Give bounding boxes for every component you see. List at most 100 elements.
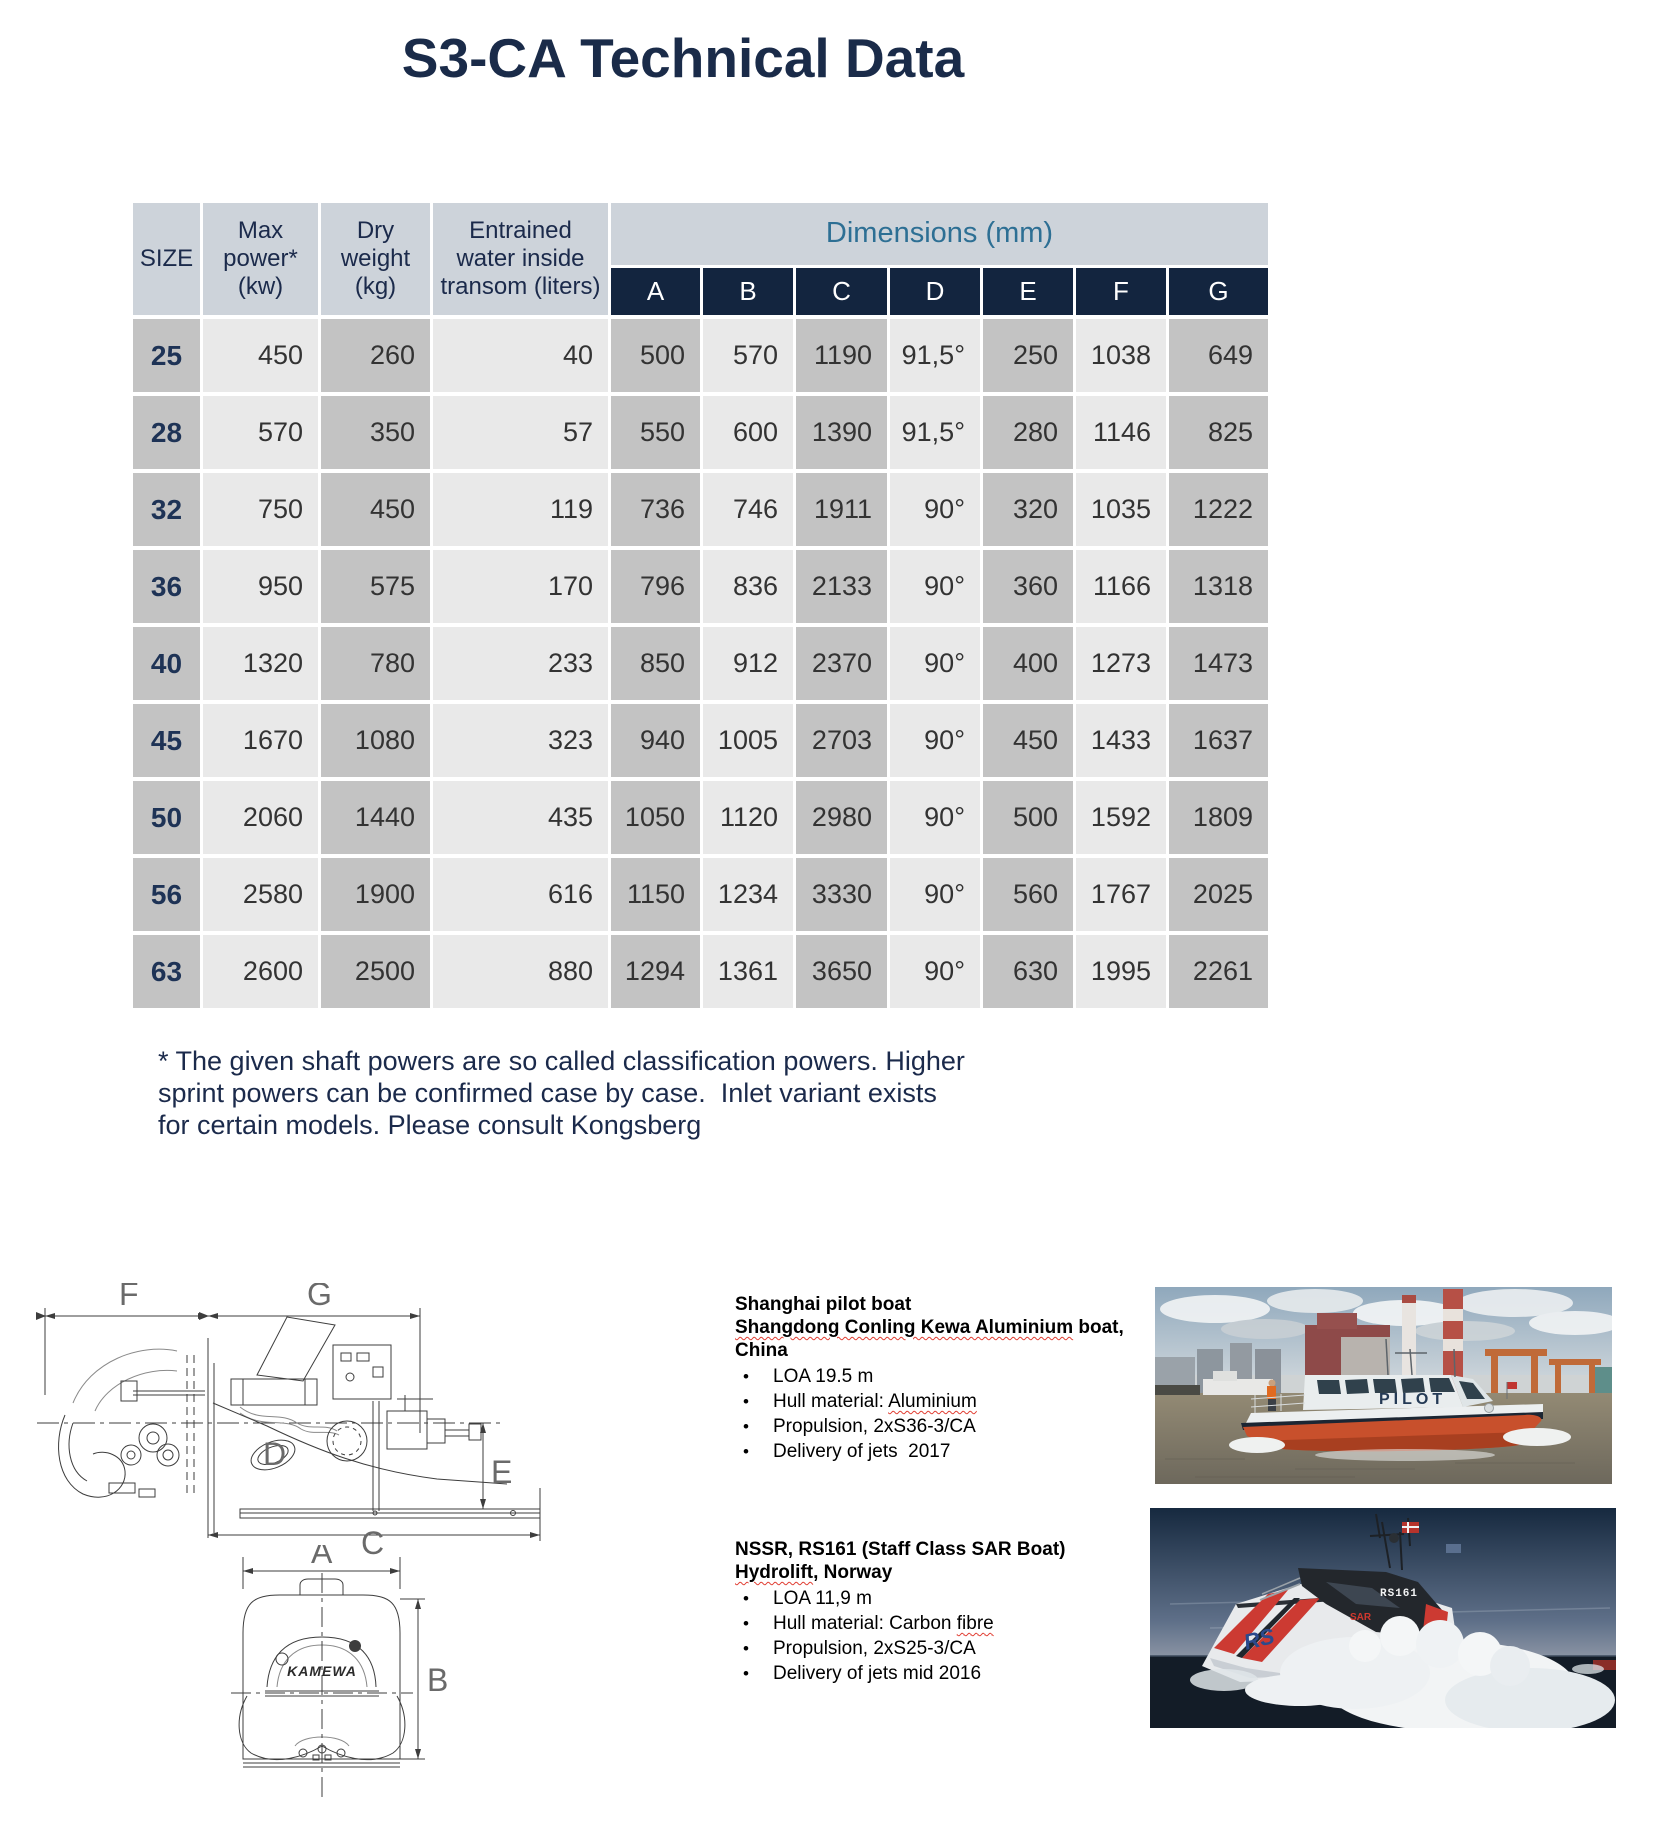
- radar-dome: [1389, 1533, 1399, 1543]
- bullet-text: Hull material: Carbon: [773, 1613, 957, 1634]
- cell-dim-d: 90°: [890, 704, 980, 777]
- table-row: 25 450 260 40 500 570 1190 91,5° 250 1038 649: [133, 319, 1268, 392]
- lifebuoy: [1484, 1403, 1494, 1413]
- gantry-cranes: [1485, 1349, 1601, 1395]
- rs161-text: RS161: [1380, 1588, 1418, 1600]
- deck-railing: [1250, 1394, 1306, 1413]
- dim-label-g: G: [307, 1283, 332, 1312]
- bullet-text: Hull material:: [773, 1391, 889, 1412]
- table-row: 36 950 575 170 796 836 2133 90° 360 1166 1318: [133, 550, 1268, 623]
- bullet-text: LOA 11,9 m: [773, 1588, 872, 1609]
- bullet-text-underlined: fibre: [956, 1613, 994, 1634]
- cell-dim-c: 2703: [796, 704, 887, 777]
- bullet-icon: •: [743, 1442, 749, 1461]
- cell-max-power: 950: [203, 550, 318, 623]
- cell-max-power: 1670: [203, 704, 318, 777]
- cell-dim-b: 570: [703, 319, 793, 392]
- cell-dim-f: 1995: [1076, 935, 1166, 1008]
- cell-dim-f: 1273: [1076, 627, 1166, 700]
- cell-dim-a: 796: [611, 550, 700, 623]
- cell-dim-g: 825: [1169, 396, 1268, 469]
- mast-and-antennas: [1385, 1338, 1456, 1378]
- cell-dry-weight: 1900: [321, 858, 430, 931]
- cell-entrained: 57: [433, 396, 608, 469]
- cell-max-power: 2580: [203, 858, 318, 931]
- cell-size: 32: [133, 473, 200, 546]
- windshield: [1326, 1582, 1400, 1608]
- cell-dim-b: 1234: [703, 858, 793, 931]
- bullet-icon: •: [743, 1417, 749, 1436]
- cell-dim-e: 400: [983, 627, 1073, 700]
- bullet-item: • Delivery of jets mid 2016: [735, 1662, 1155, 1685]
- cell-entrained: 880: [433, 935, 608, 1008]
- cell-entrained: 170: [433, 550, 608, 623]
- cell-dim-b: 1361: [703, 935, 793, 1008]
- page-title: S3-CA Technical Data: [401, 27, 965, 89]
- cell-dim-e: 280: [983, 396, 1073, 469]
- dim-label-b: B: [427, 1662, 448, 1698]
- dim-label-c: C: [361, 1525, 384, 1555]
- cell-dim-g: 2025: [1169, 858, 1268, 931]
- cell-dim-g: 2261: [1169, 935, 1268, 1008]
- bullet-item: • Hull material: Carbon fibre: [735, 1612, 1155, 1635]
- cell-entrained: 323: [433, 704, 608, 777]
- table-row: 56 2580 1900 616 1150 1234 3330 90° 560 1767 2025: [133, 858, 1268, 931]
- cell-dim-f: 1146: [1076, 396, 1166, 469]
- header-dim-g: G: [1169, 268, 1268, 315]
- bullet-text: Propulsion, 2xS25-3/CA: [773, 1638, 976, 1659]
- pilot-text: PILOT: [1379, 1391, 1446, 1408]
- table-row: 28 570 350 57 550 600 1390 91,5° 280 1146 825: [133, 396, 1268, 469]
- cell-entrained: 435: [433, 781, 608, 854]
- cell-max-power: 750: [203, 473, 318, 546]
- header-max-power: Max power* (kw): [203, 203, 318, 315]
- header-dimensions: Dimensions (mm): [611, 203, 1268, 265]
- cell-dim-g: 1318: [1169, 550, 1268, 623]
- table-body: 25 450 260 40 500 570 1190 91,5° 250 1038 649 28 57…: [133, 319, 1268, 1008]
- shanghai-pilot-boat-info: Shanghai pilot boat Shangdong Conling Ke…: [735, 1293, 1155, 1463]
- mast-rigging: [1369, 1513, 1411, 1571]
- cell-dim-b: 1005: [703, 704, 793, 777]
- cell-dim-d: 91,5°: [890, 396, 980, 469]
- transom-plane: [207, 1338, 215, 1538]
- bullet-icon: •: [743, 1639, 749, 1658]
- nssr-sar-boat-info: NSSR, RS161 (Staff Class SAR Boat) Hydro…: [735, 1538, 1155, 1685]
- baseplate: [239, 1508, 541, 1519]
- steering-bucket: [58, 1348, 205, 1498]
- cell-dim-d: 90°: [890, 858, 980, 931]
- table-row: 50 2060 1440 435 1050 1120 2980 90° 500 1592 1809: [133, 781, 1268, 854]
- cell-dim-c: 1911: [796, 473, 887, 546]
- cell-dim-a: 1294: [611, 935, 700, 1008]
- cell-dim-b: 836: [703, 550, 793, 623]
- cell-dim-f: 1767: [1076, 858, 1166, 931]
- bullet-item: • Propulsion, 2xS36-3/CA: [735, 1415, 1155, 1438]
- cell-entrained: 233: [433, 627, 608, 700]
- cell-max-power: 570: [203, 396, 318, 469]
- bullet-item: • LOA 11,9 m: [735, 1587, 1155, 1610]
- cell-dim-f: 1038: [1076, 319, 1166, 392]
- cell-dry-weight: 450: [321, 473, 430, 546]
- cell-size: 45: [133, 704, 200, 777]
- cell-dim-a: 1050: [611, 781, 700, 854]
- sar-text: SAR: [1350, 1612, 1372, 1623]
- cell-dim-e: 320: [983, 473, 1073, 546]
- cell-dim-c: 2370: [796, 627, 887, 700]
- bow-rail: [1259, 1583, 1301, 1601]
- pilot-boat: PILOT: [1241, 1338, 1543, 1452]
- cell-size: 40: [133, 627, 200, 700]
- dim-label-a: A: [311, 1545, 333, 1570]
- cell-dim-g: 1809: [1169, 781, 1268, 854]
- cell-size: 50: [133, 781, 200, 854]
- cell-dry-weight: 350: [321, 396, 430, 469]
- boat-subtitle: Hydrolift, Norway: [735, 1561, 1155, 1584]
- dim-label-d: D: [263, 1436, 286, 1472]
- dimension-b: B: [400, 1598, 448, 1760]
- cell-dim-g: 649: [1169, 319, 1268, 392]
- boat-subtitle-underlined: Shangdong Conling Kewa Aluminium: [735, 1317, 1074, 1338]
- cell-size: 63: [133, 935, 200, 1008]
- cell-dim-e: 560: [983, 858, 1073, 931]
- dimension-lines-f-g: F G: [36, 1283, 421, 1433]
- boat-title: NSSR, RS161 (Staff Class SAR Boat): [735, 1539, 1066, 1560]
- cell-dim-d: 91,5°: [890, 319, 980, 392]
- cell-dim-f: 1433: [1076, 704, 1166, 777]
- pennant-flag: [1446, 1544, 1461, 1553]
